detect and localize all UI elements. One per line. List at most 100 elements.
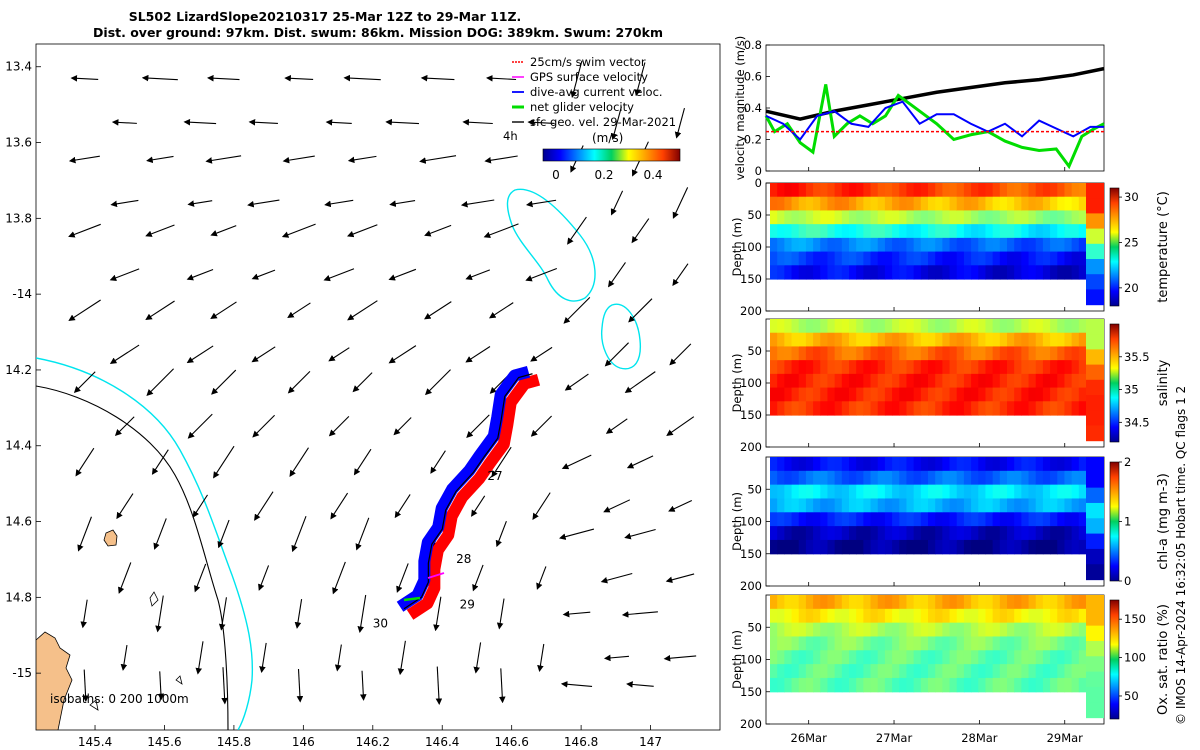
oxygen-section-cell <box>971 622 979 638</box>
chla-section-cell <box>949 498 958 513</box>
chla-section-cell <box>1007 470 1015 486</box>
oxygen-section-cell <box>1035 608 1044 624</box>
temperature-section-cell <box>863 237 872 253</box>
temperature-section-cell <box>1071 251 1080 266</box>
oxygen-section-cell <box>1086 686 1104 703</box>
oxygen-section-cells <box>770 595 1104 719</box>
temperature-section-cell <box>834 224 843 239</box>
chla-section-cell <box>920 498 929 513</box>
temperature-section-cell <box>1014 251 1022 266</box>
salinity-section-cell <box>820 346 829 361</box>
chla-section-cell <box>906 512 915 527</box>
temperature-section-cell <box>813 265 821 280</box>
salinity-section-cell <box>1042 332 1051 348</box>
chla-section-cell <box>820 498 829 513</box>
temperature-section-cell <box>820 251 829 266</box>
salinity-section-cell <box>798 373 807 389</box>
salinity-section-cell <box>877 401 886 416</box>
salinity-section-cell <box>791 387 800 402</box>
oxygen-section-cell <box>884 650 893 665</box>
temperature-section-cell <box>899 265 908 280</box>
salinity-section-cell <box>791 319 800 334</box>
temperature-section-cell <box>856 196 864 212</box>
salinity-section-cell <box>1086 334 1104 350</box>
oxygen-section-cell <box>1042 636 1051 651</box>
temperature-section-cell <box>798 183 807 198</box>
chla-section-cell <box>805 539 814 555</box>
chla-section-cell <box>992 526 1001 541</box>
oxygen-section-cell <box>877 650 886 665</box>
oxygen-section-cell <box>985 595 994 610</box>
chla-section-cell <box>1050 539 1058 555</box>
temperature-section-cell <box>928 251 936 266</box>
oxygen-section-cell <box>770 608 778 624</box>
salinity-section-cell <box>841 387 850 402</box>
oxygen-section-cell <box>963 608 972 624</box>
oxygen-section-cell <box>906 608 915 624</box>
temperature-section-cell <box>1021 196 1030 212</box>
salinity-section-cell <box>963 387 972 402</box>
current-vector <box>328 347 350 362</box>
salinity-section-cell <box>805 373 814 389</box>
chla-section-cell <box>798 470 807 486</box>
temperature-section-cell <box>978 196 987 212</box>
salinity-section-cell <box>1035 332 1044 348</box>
oxygen-section-cell <box>906 636 915 651</box>
salinity-section-cell <box>770 373 778 389</box>
oxygen-section-cell <box>820 664 829 679</box>
chla-section-cell <box>942 470 951 486</box>
oxygen-section-cell <box>777 595 785 610</box>
oxygen-section-cell <box>1078 664 1087 679</box>
salinity-section-cell <box>1071 319 1080 334</box>
temperature-section-cell <box>1028 224 1037 239</box>
temperature-section-cell <box>892 183 900 198</box>
salinity-section-cell <box>863 387 872 402</box>
oxygen-section-cell <box>928 622 936 638</box>
salinity-section-cell <box>920 373 929 389</box>
map-ytick-label: 14.4 <box>5 439 32 453</box>
current-vector <box>259 642 267 674</box>
chla-section-cell <box>856 539 864 555</box>
legend-diveavg-label: dive-avg current veloc. <box>530 85 663 99</box>
current-vector <box>291 515 307 553</box>
oxygen-section-cell <box>798 636 807 651</box>
chla-section-cell <box>863 498 872 513</box>
oxygen-section-cell <box>892 636 900 651</box>
temperature-section-cell <box>1086 198 1104 214</box>
salinity-section-cell <box>1057 332 1066 348</box>
oxygen-section-cell <box>856 622 864 638</box>
chla-section-cell <box>978 484 987 500</box>
current-vector <box>624 371 656 394</box>
temperature-section-cell <box>827 251 836 266</box>
chla-section-cell <box>841 539 850 555</box>
chla-section-cell <box>877 526 886 541</box>
oxygen-section-cell <box>827 595 836 610</box>
chla-section-cell <box>1078 470 1087 486</box>
oxygen-section-cell <box>856 595 864 610</box>
oxygen-section-cell <box>1035 622 1044 638</box>
temperature-section-cell <box>1007 251 1015 266</box>
current-vector <box>195 641 204 675</box>
temperature-section-cell <box>1042 210 1051 225</box>
oxygen-section-cell <box>928 650 936 665</box>
temperature-section-cell <box>777 251 785 266</box>
salinity-section-cell <box>935 346 943 361</box>
oxygen-section-cell <box>798 595 807 610</box>
chla-section-cell <box>1042 470 1051 486</box>
salinity-section-cell <box>1064 319 1073 334</box>
salinity-section-cell <box>928 319 936 334</box>
map-ytick-label: 14.6 <box>5 515 32 529</box>
velocity-axes-box <box>765 44 1105 172</box>
current-vector <box>213 445 235 479</box>
chla-section-cell <box>1014 498 1022 513</box>
land-mainland <box>36 631 73 730</box>
temperature-section-cell <box>849 265 857 280</box>
chla-section-cell <box>1007 526 1015 541</box>
oxygen-section-cell <box>913 677 922 693</box>
salinity-section-cell <box>849 332 857 348</box>
current-vector <box>68 223 101 238</box>
salinity-section-cell <box>841 401 850 416</box>
temperature-section-cell <box>1071 265 1080 280</box>
current-vector <box>491 446 512 478</box>
